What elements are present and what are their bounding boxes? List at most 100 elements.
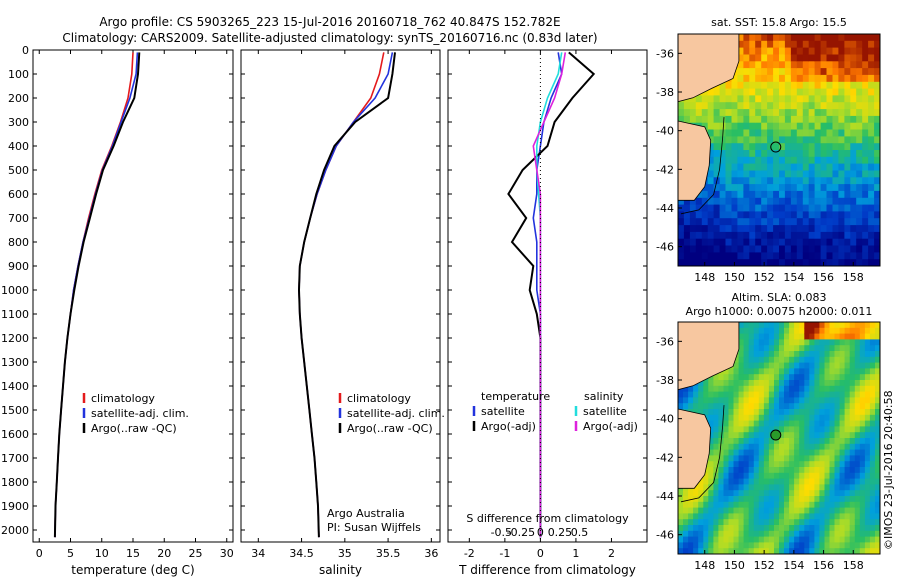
map-cell (850, 40, 857, 49)
map-cell (790, 40, 798, 49)
map-cell (799, 385, 805, 393)
map-cell (804, 525, 810, 532)
map-cell (789, 530, 795, 538)
map-cell (731, 136, 738, 144)
map-cell (779, 231, 786, 240)
map-cell (862, 129, 869, 137)
map-cell (834, 496, 841, 503)
map-cell (826, 40, 833, 49)
map-cell (755, 225, 762, 233)
map-cell (854, 414, 861, 422)
map-cell (838, 143, 845, 151)
map-cell (773, 74, 780, 83)
map-cell (799, 414, 805, 422)
map-cell (758, 414, 765, 422)
map-cell (773, 47, 780, 55)
map-cell (809, 490, 815, 497)
map-cell (784, 61, 792, 69)
map-cell (755, 190, 762, 199)
map-cell (719, 252, 727, 260)
legend-title: temperature (481, 390, 550, 403)
map-cell (829, 397, 836, 404)
map-cell (698, 385, 704, 393)
map-cell (693, 385, 699, 393)
map-cell (737, 61, 744, 69)
map-cell (688, 513, 694, 520)
map-cell (767, 102, 774, 110)
map-cell (794, 351, 800, 358)
map-cell (799, 420, 805, 427)
map-cell (719, 218, 727, 226)
map-cell (683, 225, 691, 233)
map-cell (758, 397, 765, 404)
map-cell (834, 484, 841, 491)
map-cell (773, 150, 780, 158)
map-cell (689, 95, 697, 103)
map-cell (849, 403, 856, 410)
map-cell (768, 525, 775, 532)
map-cell (854, 478, 861, 485)
map-cell (728, 478, 735, 485)
map-cell (789, 519, 795, 526)
map-cell (794, 380, 800, 387)
map-cell (850, 88, 857, 96)
map-cell (723, 490, 730, 497)
map-cell (789, 507, 795, 514)
map-cell (773, 115, 780, 124)
map-cell (838, 95, 845, 103)
map-cell (758, 385, 765, 393)
map-cell (728, 414, 735, 422)
map-cell (859, 525, 866, 532)
map-cell (784, 351, 790, 358)
map-cell (839, 345, 846, 352)
map-cell (713, 519, 719, 526)
map-cell (758, 380, 765, 387)
map-cell (824, 356, 831, 364)
map-cell (868, 150, 875, 158)
map-cell (678, 542, 684, 549)
map-cell (701, 190, 709, 199)
map-cell (678, 507, 684, 514)
map-cell (804, 501, 810, 509)
map-cell (826, 34, 833, 42)
x-tick-label: 0 (36, 547, 43, 560)
map-cell (794, 513, 800, 520)
map-cell (799, 345, 805, 352)
map-cell (875, 490, 880, 497)
map-cell (838, 88, 845, 96)
map-cell (850, 81, 857, 90)
map-cell (802, 81, 810, 90)
map-cell (875, 426, 880, 433)
map-cell (790, 177, 798, 185)
legend-label: satellite (481, 405, 525, 418)
map-cell (824, 385, 831, 393)
map-cell (713, 163, 721, 171)
map-cell (844, 115, 851, 124)
map-cell (856, 245, 863, 253)
legend-label: climatology (91, 392, 155, 405)
map-cell (784, 115, 792, 124)
map-cell (689, 245, 697, 253)
map-cell (850, 163, 857, 171)
map-cell (804, 467, 810, 474)
map-cell (849, 345, 856, 352)
map-cell (839, 432, 846, 439)
map-cell (820, 129, 828, 137)
map-cell (688, 397, 694, 404)
map-cell (868, 34, 875, 42)
map-cell (743, 374, 750, 381)
map-cell (859, 339, 866, 346)
map-cell (850, 136, 857, 144)
map-cell (779, 490, 785, 497)
map-cell (854, 530, 861, 538)
map-cell (832, 231, 839, 240)
map-cell (844, 414, 851, 422)
map-cell (779, 507, 785, 514)
map-cell (814, 449, 820, 456)
map-cell (808, 150, 816, 158)
map-cell (802, 150, 810, 158)
map-cell (743, 197, 750, 206)
map-cell (733, 443, 740, 451)
map-cell (723, 536, 730, 543)
